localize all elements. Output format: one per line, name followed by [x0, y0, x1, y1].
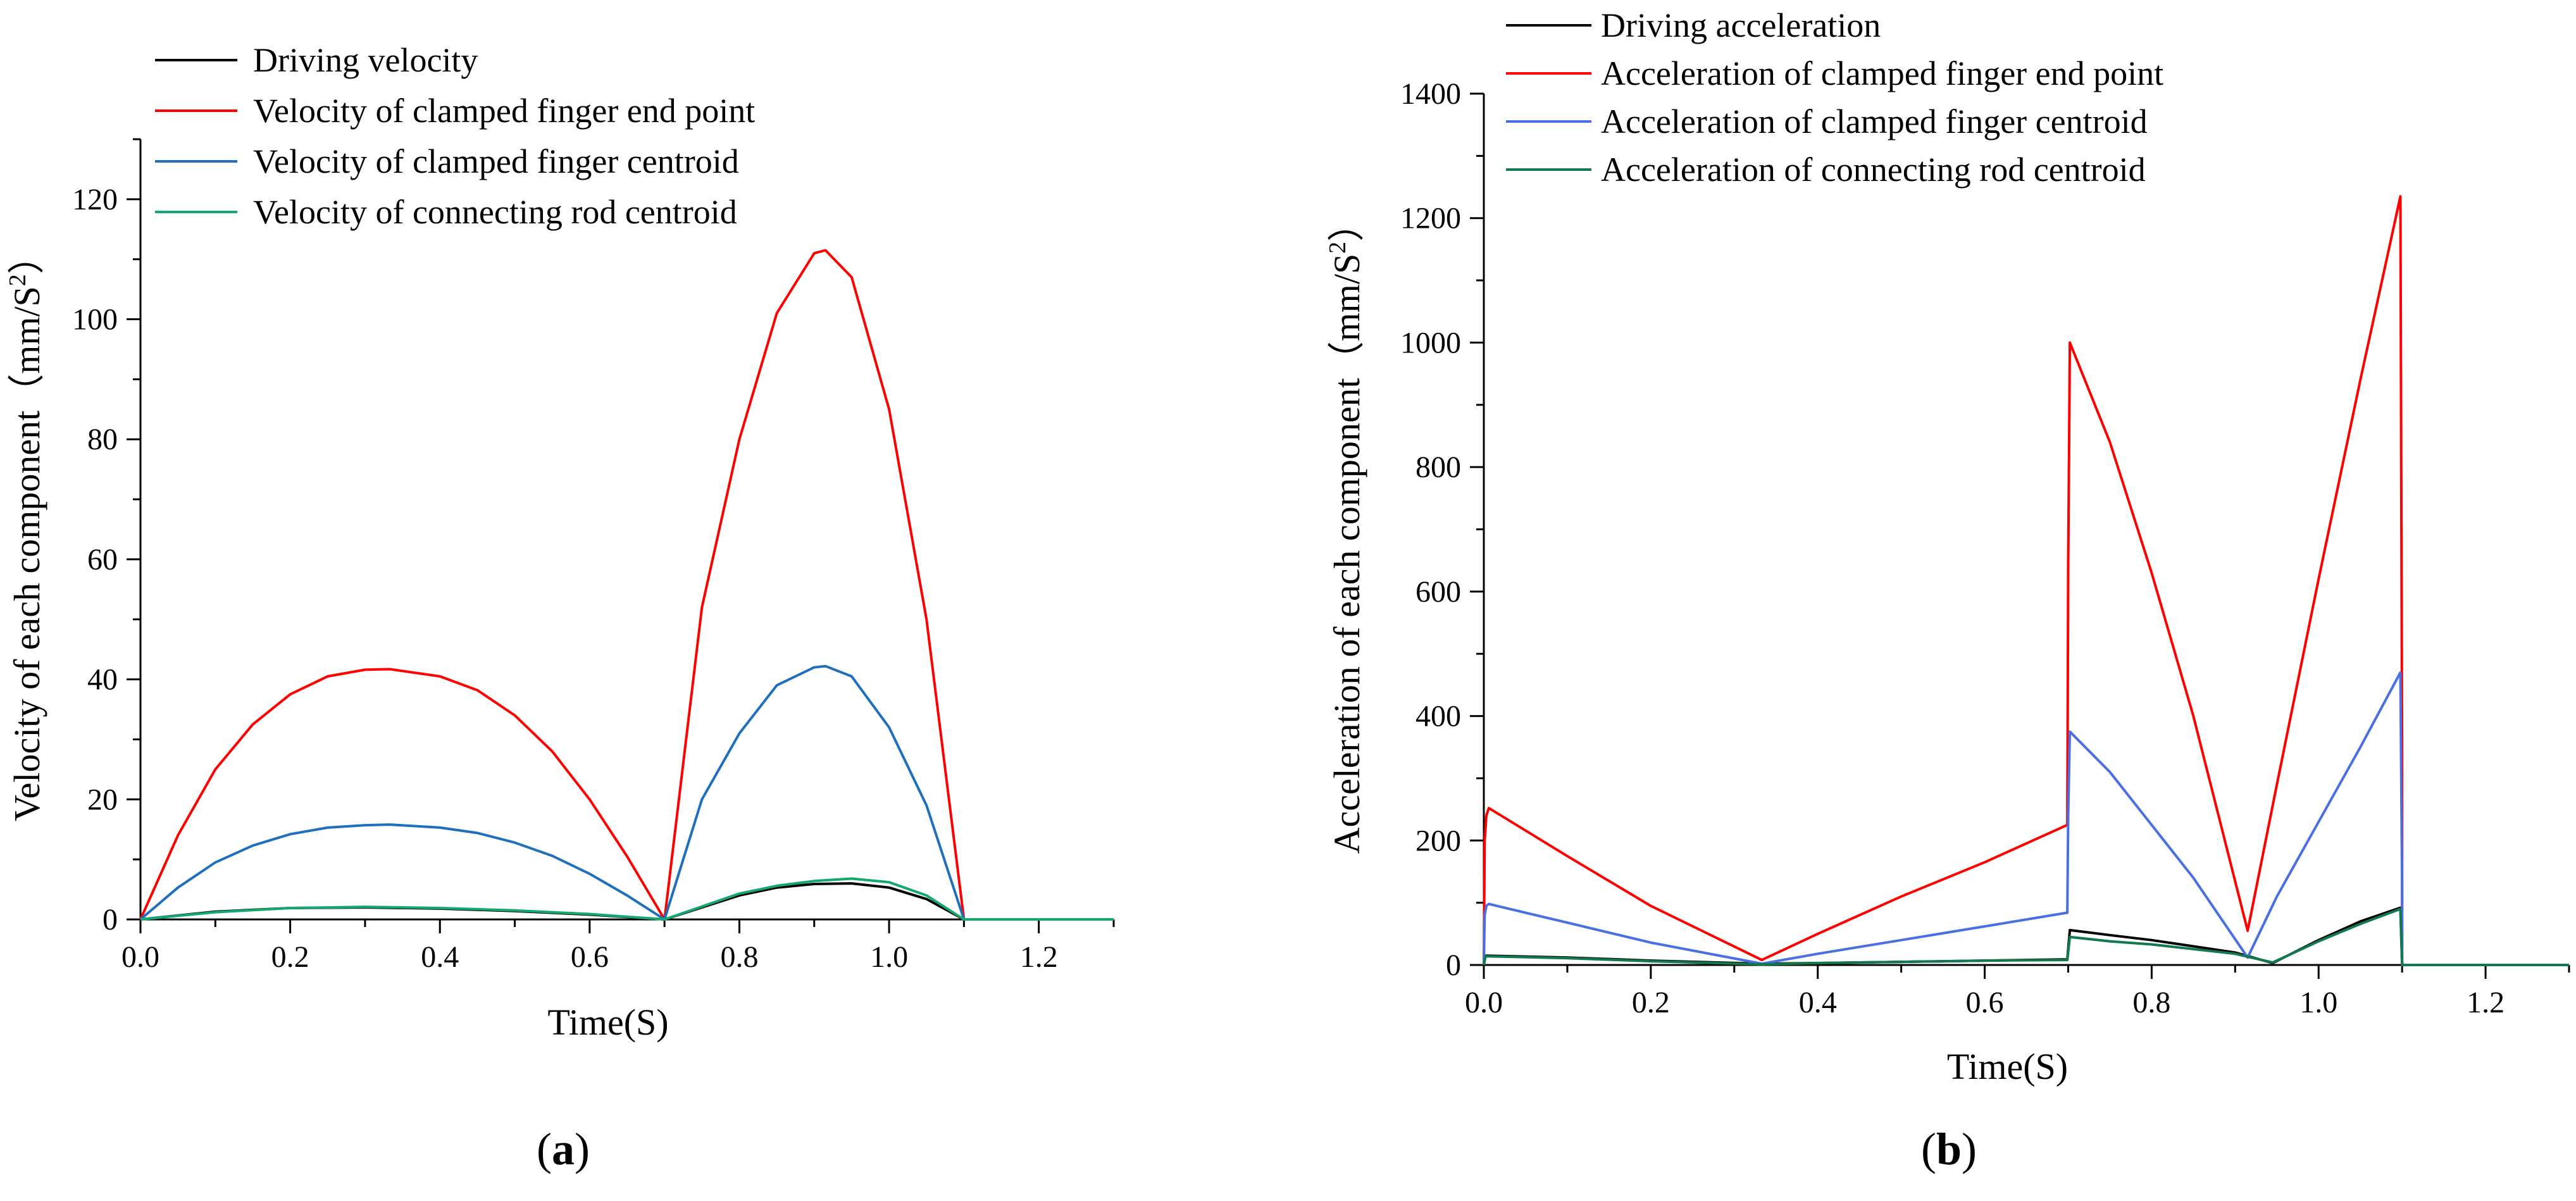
legend-label: Driving acceleration [1601, 6, 1881, 44]
series-line-1 [140, 882, 1114, 921]
x-tick-label: 0.4 [1799, 986, 1837, 1019]
y-tick-label: 40 [87, 663, 118, 697]
series-line-4 [1483, 907, 2569, 966]
y-tick-label: 1200 [1400, 202, 1461, 235]
x-tick-label: 0.8 [720, 940, 758, 974]
x-tick-label: 1.2 [1020, 940, 1058, 974]
x-tick-label: 1.0 [2299, 986, 2337, 1019]
series-line-4 [140, 877, 1114, 921]
x-tick-label: 0.2 [271, 940, 309, 974]
legend-label: Acceleration of clamped finger end point [1601, 54, 2163, 92]
y-tick-label: 120 [72, 183, 118, 216]
y-tick-label: 600 [1416, 575, 1461, 609]
y-tick-label: 200 [1416, 824, 1461, 857]
y-tick-label: 800 [1416, 451, 1461, 484]
x-tick-label: 0.2 [1632, 986, 1670, 1019]
y-tick-label: 60 [87, 543, 118, 576]
panel-caption: (b) [1921, 1124, 1977, 1174]
x-tick-label: 0.6 [1966, 986, 2004, 1019]
x-tick-label: 0.0 [1465, 986, 1503, 1019]
y-axis-title: Acceleration of each component（mm/S2） [1324, 205, 1367, 854]
series-line-3 [139, 664, 1114, 921]
y-tick-label: 400 [1416, 700, 1461, 733]
y-axis-title: Velocity of each component（mm/S2） [4, 237, 47, 821]
x-axis-title: Time(S) [1947, 1046, 2068, 1087]
series-line-2 [139, 249, 1114, 921]
series-line-3 [1483, 671, 2569, 966]
y-tick-label: 1400 [1400, 77, 1461, 111]
y-tick-label: 0 [1446, 949, 1461, 982]
velocity-chart: 0.0 0.2 0.4 0.6 0.8 1.0 1.2 0 20 40 60 80 100 120 Driv… [4, 41, 1115, 1174]
series-line-2 [1483, 195, 2569, 966]
legend-label: Acceleration of connecting rod centroid [1601, 151, 2146, 189]
panel-caption: (a) [537, 1124, 590, 1174]
x-tick-label: 0.8 [2132, 986, 2170, 1019]
y-tick-label: 80 [87, 423, 118, 456]
legend-label: Velocity of clamped finger centroid [253, 142, 739, 180]
x-tick-label: 1.0 [870, 940, 908, 974]
x-tick-label: 0.4 [421, 940, 459, 974]
y-tick-label: 1000 [1400, 326, 1461, 359]
y-tick-label: 0 [103, 903, 118, 937]
y-tick-label: 100 [72, 303, 118, 337]
legend-label: Velocity of clamped finger end point [253, 92, 755, 130]
acceleration-chart: 0.0 0.2 0.4 0.6 0.8 1.0 1.2 0 200 400 600 800 1000 12… [1324, 6, 2570, 1174]
x-tick-label: 0.0 [121, 940, 159, 974]
x-tick-label: 1.2 [2467, 986, 2504, 1019]
x-axis-title: Time(S) [547, 1002, 668, 1043]
legend-label: Acceleration of clamped finger centroid [1601, 103, 2148, 140]
x-tick-label: 0.6 [571, 940, 609, 974]
series-line-1 [1483, 906, 2569, 966]
y-tick-label: 20 [87, 783, 118, 816]
legend-label: Driving velocity [253, 41, 478, 79]
legend-label: Velocity of connecting rod centroid [253, 193, 737, 231]
